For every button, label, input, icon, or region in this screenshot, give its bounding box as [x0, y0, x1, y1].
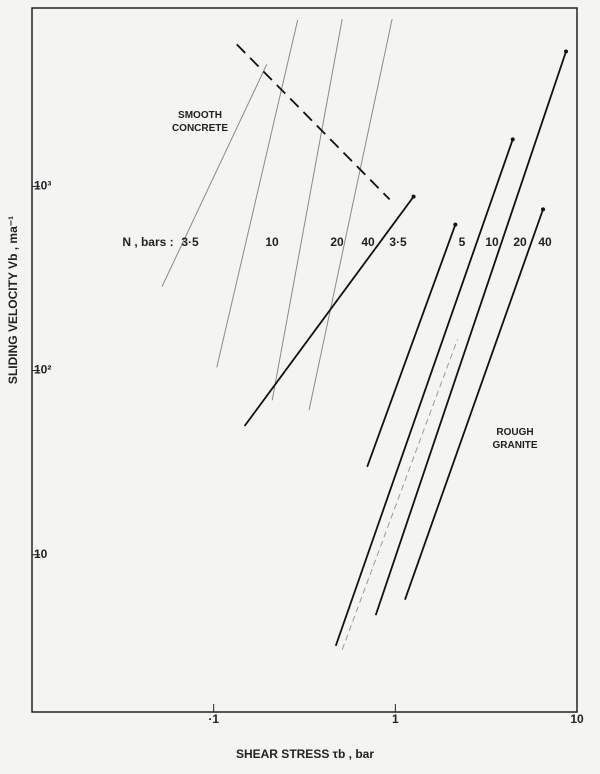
x-axis-label: SHEAR STRESS τb , bar: [236, 747, 374, 761]
series-line: [404, 209, 544, 600]
annotation: N , bars :: [122, 235, 173, 249]
x-tick-label: 10: [570, 712, 584, 726]
series-line: [271, 18, 343, 401]
series-line: [308, 18, 393, 411]
series-line: [161, 64, 268, 287]
end-point: [453, 222, 458, 227]
series-line: [243, 196, 415, 427]
plot-frame: [31, 7, 578, 713]
series-label: 10: [485, 235, 499, 249]
series-label: 20: [513, 235, 527, 249]
end-point: [510, 137, 515, 142]
series-line: [341, 339, 459, 650]
series-label: 3·5: [181, 235, 199, 249]
series-line: [366, 224, 457, 468]
series-label: 20: [330, 235, 344, 249]
y-axis-label: SLIDING VELOCITY Vb , ma⁻¹: [6, 216, 20, 384]
x-tick-label: 1: [392, 712, 399, 726]
series-line: [334, 139, 514, 647]
series-line: [236, 43, 391, 201]
end-point: [411, 194, 416, 199]
end-point: [541, 207, 546, 212]
end-point: [564, 49, 569, 54]
y-tick-label: 10: [34, 547, 48, 561]
x-tick-label: ·1: [208, 712, 219, 726]
annotation: SMOOTH CONCRETE: [172, 110, 228, 134]
series-label: 3·5: [389, 235, 407, 249]
series-label: 10: [265, 235, 279, 249]
series-line: [216, 19, 299, 368]
series-label: 40: [538, 235, 552, 249]
y-tick-label: 10²: [34, 363, 51, 377]
y-tick-label: 10³: [34, 179, 51, 193]
series-label: 5: [459, 235, 466, 249]
series-label: 40: [361, 235, 375, 249]
series-line: [374, 51, 567, 616]
annotation: ROUGH GRANITE: [493, 427, 538, 451]
